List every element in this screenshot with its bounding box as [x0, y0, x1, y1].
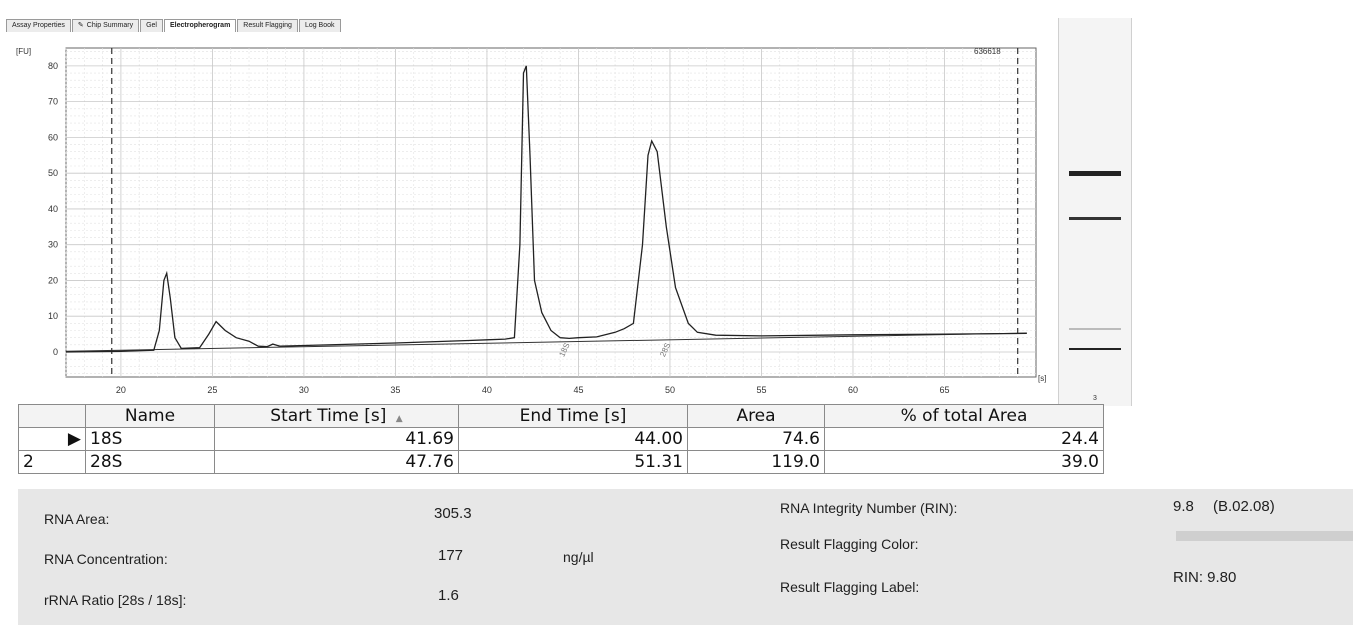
- tab-bar: Assay Properties ✎ Chip Summary Gel Electrop…: [6, 14, 342, 32]
- rin-label: RNA Integrity Number (RIN):: [780, 500, 958, 516]
- rna-area-value: 305.3: [434, 505, 472, 522]
- tab-label: Gel: [146, 22, 157, 29]
- series-line: [65, 65, 1027, 353]
- corner-label: 636618: [974, 47, 1001, 56]
- x-tick-label: 55: [756, 385, 766, 395]
- gel-band: [1069, 171, 1121, 176]
- x-axis-unit: [s]: [1038, 374, 1046, 383]
- x-tick-label: 40: [482, 385, 492, 395]
- plot-area: [65, 47, 1037, 378]
- gel-lane-label: 3: [1093, 395, 1097, 402]
- tab-assay-properties[interactable]: Assay Properties: [6, 19, 71, 32]
- column-header-end-time[interactable]: End Time [s]: [458, 404, 688, 428]
- flag-label-value: RIN: 9.80: [1173, 569, 1237, 586]
- rrna-ratio-value: 1.6: [438, 587, 459, 604]
- x-tick-label: 20: [116, 385, 126, 395]
- rin-version: (B.02.08): [1213, 498, 1275, 515]
- rrna-ratio-label: rRNA Ratio [28s / 18s]:: [44, 592, 187, 608]
- electropherogram-chart: 20 25 30 35 40 45 50 55 60 65 0 10 20 30 40 50 60 70 80 [FU…: [16, 47, 1046, 395]
- column-header-percent-area[interactable]: % of total Area: [824, 404, 1104, 428]
- tab-result-flagging[interactable]: Result Flagging: [237, 19, 298, 32]
- gel-band: [1069, 348, 1121, 350]
- column-header-start-time[interactable]: Start Time [s] ▲: [214, 404, 459, 428]
- column-header-area[interactable]: Area: [687, 404, 825, 428]
- tab-label: Chip Summary: [86, 22, 134, 29]
- tab-label: Electropherogram: [170, 22, 231, 29]
- column-header-start-time-label: Start Time [s]: [270, 406, 387, 426]
- electropherogram-panel: 20 25 30 35 40 45 50 55 60 65 0 10 20 30 40 50 60 70 80 [FU…: [6, 32, 1048, 407]
- y-tick-label: 50: [48, 168, 58, 178]
- gel-band: [1069, 328, 1121, 330]
- gel-band: [1069, 217, 1121, 220]
- x-tick-label: 50: [665, 385, 675, 395]
- flag-label-label: Result Flagging Label:: [780, 579, 920, 595]
- peak-table-header: Name Start Time [s] ▲ End Time [s] Area …: [18, 404, 1104, 428]
- y-tick-label: 60: [48, 132, 58, 142]
- y-axis-unit: [FU]: [16, 47, 31, 56]
- flag-color-label: Result Flagging Color:: [780, 536, 919, 552]
- y-tick-label: 10: [48, 311, 58, 321]
- peak-end-time: 51.31: [458, 450, 688, 474]
- y-tick-label: 80: [48, 61, 58, 71]
- x-tick-label: 60: [848, 385, 858, 395]
- peak-area: 74.6: [687, 427, 825, 451]
- peak-start-time: 47.76: [214, 450, 459, 474]
- tab-label: Log Book: [304, 22, 335, 29]
- tab-chip-summary[interactable]: ✎ Chip Summary: [71, 19, 140, 32]
- rna-concentration-label: RNA Concentration:: [44, 551, 168, 567]
- tab-gel[interactable]: Gel: [140, 19, 163, 32]
- rna-area-label: RNA Area:: [44, 511, 110, 527]
- y-tick-label: 40: [48, 204, 58, 214]
- baseline-line: [65, 332, 1027, 352]
- rin-value: 9.8: [1173, 498, 1194, 515]
- rna-concentration-unit: ng/µl: [563, 549, 594, 565]
- x-tick-label: 25: [207, 385, 217, 395]
- rna-concentration-value: 177: [438, 547, 464, 564]
- row-header-corner: [18, 404, 86, 428]
- table-row[interactable]: 2 28S 47.76 51.31 119.0 39.0: [18, 450, 1104, 474]
- tab-label: Assay Properties: [12, 22, 65, 29]
- flag-color-swatch: [1176, 531, 1353, 541]
- row-selector-icon[interactable]: ▶: [18, 427, 86, 451]
- results-summary-panel: RNA Area: 305.3 RNA Concentration: 177 n…: [18, 489, 1353, 625]
- peak-end-time: 44.00: [458, 427, 688, 451]
- peak-name: 28S: [85, 450, 215, 474]
- peak-name: 18S: [85, 427, 215, 451]
- sort-ascending-icon: ▲: [395, 414, 403, 424]
- peak-area: 119.0: [687, 450, 825, 474]
- tab-label: Result Flagging: [243, 22, 292, 29]
- gel-lane-panel: 3: [1058, 18, 1132, 406]
- y-tick-label: 30: [48, 240, 58, 250]
- y-tick-label: 20: [48, 275, 58, 285]
- x-tick-label: 35: [390, 385, 400, 395]
- row-number[interactable]: 2: [18, 450, 86, 474]
- pencil-icon: ✎: [77, 22, 84, 29]
- column-header-name[interactable]: Name: [85, 404, 215, 428]
- table-row[interactable]: ▶ 18S 41.69 44.00 74.6 24.4: [18, 427, 1104, 451]
- y-tick-label: 0: [53, 347, 58, 357]
- peak-table: Name Start Time [s] ▲ End Time [s] Area …: [18, 404, 1104, 474]
- y-tick-label: 70: [48, 97, 58, 107]
- tab-electropherogram[interactable]: Electropherogram: [164, 19, 237, 32]
- x-tick-label: 65: [939, 385, 949, 395]
- x-tick-label: 45: [573, 385, 583, 395]
- peak-start-time: 41.69: [214, 427, 459, 451]
- x-tick-label: 30: [299, 385, 309, 395]
- peak-percent-area: 24.4: [824, 427, 1104, 451]
- tab-log-book[interactable]: Log Book: [298, 19, 341, 32]
- peak-percent-area: 39.0: [824, 450, 1104, 474]
